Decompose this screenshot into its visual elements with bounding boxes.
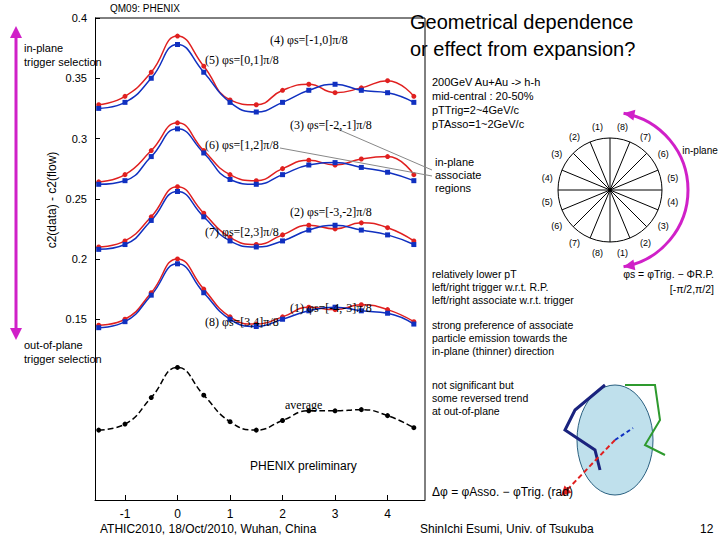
svg-text:ShinIchi Esumi, Univ. of Tsuku: ShinIchi Esumi, Univ. of Tsukuba xyxy=(420,522,594,536)
svg-text:(3) φs=[-2,-1]π/8: (3) φs=[-2,-1]π/8 xyxy=(290,118,372,132)
svg-text:QM09: PHENIX: QM09: PHENIX xyxy=(110,3,180,14)
svg-text:(4) φs=[-1,0]π/8: (4) φs=[-1,0]π/8 xyxy=(270,33,348,47)
svg-text:(4): (4) xyxy=(542,173,553,183)
svg-text:(2): (2) xyxy=(640,238,651,248)
svg-text:3: 3 xyxy=(332,507,339,521)
svg-text:not significant but: not significant but xyxy=(432,379,514,391)
svg-text:at out-of-plane: at out-of-plane xyxy=(432,405,500,417)
svg-text:1: 1 xyxy=(227,507,234,521)
svg-text:(3): (3) xyxy=(658,221,669,231)
svg-text:(5): (5) xyxy=(542,197,553,207)
svg-text:trigger selection: trigger selection xyxy=(24,56,102,68)
svg-text:0.35: 0.35 xyxy=(66,72,87,84)
svg-text:regions: regions xyxy=(435,182,472,194)
svg-text:-1: -1 xyxy=(120,507,131,521)
svg-text:(1): (1) xyxy=(617,248,628,258)
svg-text:particle emission towards the: particle emission towards the xyxy=(432,332,568,344)
svg-text:(8): (8) xyxy=(592,248,603,258)
svg-text:(7) φs=[2,3]π/8: (7) φs=[2,3]π/8 xyxy=(205,225,279,239)
svg-text:PHENIX preliminary: PHENIX preliminary xyxy=(250,459,357,473)
svg-text:200GeV Au+Au -> h-h: 200GeV Au+Au -> h-h xyxy=(432,76,540,88)
svg-text:relatively lower pT: relatively lower pT xyxy=(432,268,517,280)
svg-text:or effect from expansion?: or effect from expansion? xyxy=(410,38,635,60)
svg-text:trigger selection: trigger selection xyxy=(24,353,102,365)
svg-text:associate: associate xyxy=(435,169,481,181)
svg-text:(6) φs=[1,2]π/8: (6) φs=[1,2]π/8 xyxy=(205,138,279,152)
svg-text:in-plane (thinner) direction: in-plane (thinner) direction xyxy=(432,345,554,357)
svg-text:out-of-plane: out-of-plane xyxy=(24,339,83,351)
svg-text:c2(data) - c2(flow): c2(data) - c2(flow) xyxy=(45,152,59,249)
svg-text:0.4: 0.4 xyxy=(72,12,87,24)
svg-text:(6): (6) xyxy=(658,149,669,159)
svg-text:(1): (1) xyxy=(592,122,603,132)
svg-text:(4): (4) xyxy=(667,197,678,207)
svg-text:left/right trigger w.r.t. R.P.: left/right trigger w.r.t. R.P. xyxy=(432,281,549,293)
svg-text:0.3: 0.3 xyxy=(72,133,87,145)
svg-text:[-π/2,π/2]: [-π/2,π/2] xyxy=(670,283,714,295)
svg-text:in-plane: in-plane xyxy=(435,156,474,168)
svg-text:(3): (3) xyxy=(551,149,562,159)
svg-text:(5) φs=[0,1]π/8: (5) φs=[0,1]π/8 xyxy=(205,53,279,67)
svg-text:ATHIC2010, 18/Oct/2010, Wuhan,: ATHIC2010, 18/Oct/2010, Wuhan, China xyxy=(100,522,317,536)
svg-text:(6): (6) xyxy=(551,221,562,231)
svg-text:in-plane: in-plane xyxy=(24,42,63,54)
svg-text:(7): (7) xyxy=(569,238,580,248)
svg-text:(2): (2) xyxy=(569,132,580,142)
svg-text:4: 4 xyxy=(384,507,391,521)
svg-text:Geometrical dependence: Geometrical dependence xyxy=(410,11,633,33)
svg-text:0.15: 0.15 xyxy=(66,313,87,325)
svg-text:0.2: 0.2 xyxy=(72,253,87,265)
svg-text:Δφ = φAsso. − φTrig. (rad): Δφ = φAsso. − φTrig. (rad) xyxy=(432,485,573,499)
svg-text:left/right associate w.r.t. tr: left/right associate w.r.t. trigger xyxy=(432,294,574,306)
svg-text:(5): (5) xyxy=(667,173,678,183)
svg-text:strong preference of associate: strong preference of associate xyxy=(432,319,573,331)
svg-text:(7): (7) xyxy=(640,132,651,142)
svg-text:0.25: 0.25 xyxy=(66,193,87,205)
svg-text:0: 0 xyxy=(174,507,181,521)
svg-text:φs = φTrig. − ΦR.P.: φs = φTrig. − ΦR.P. xyxy=(623,268,714,280)
svg-text:pTAsso=1~2GeV/c: pTAsso=1~2GeV/c xyxy=(432,118,525,130)
svg-text:(2) φs=[-3,-2]π/8: (2) φs=[-3,-2]π/8 xyxy=(290,205,372,219)
svg-text:pTTrig=2~4GeV/c: pTTrig=2~4GeV/c xyxy=(432,104,520,116)
svg-text:some reversed trend: some reversed trend xyxy=(432,392,528,404)
svg-text:mid-central : 20-50%: mid-central : 20-50% xyxy=(432,90,534,102)
svg-text:(1) φs=[-4,-3]π/8: (1) φs=[-4,-3]π/8 xyxy=(290,301,372,315)
svg-text:(8) φs=[3,4]π/8: (8) φs=[3,4]π/8 xyxy=(205,315,279,329)
svg-text:12: 12 xyxy=(700,522,714,536)
svg-text:average: average xyxy=(285,398,322,412)
svg-text:in-plane: in-plane xyxy=(682,145,718,156)
svg-text:(8): (8) xyxy=(617,122,628,132)
svg-text:2: 2 xyxy=(279,507,286,521)
